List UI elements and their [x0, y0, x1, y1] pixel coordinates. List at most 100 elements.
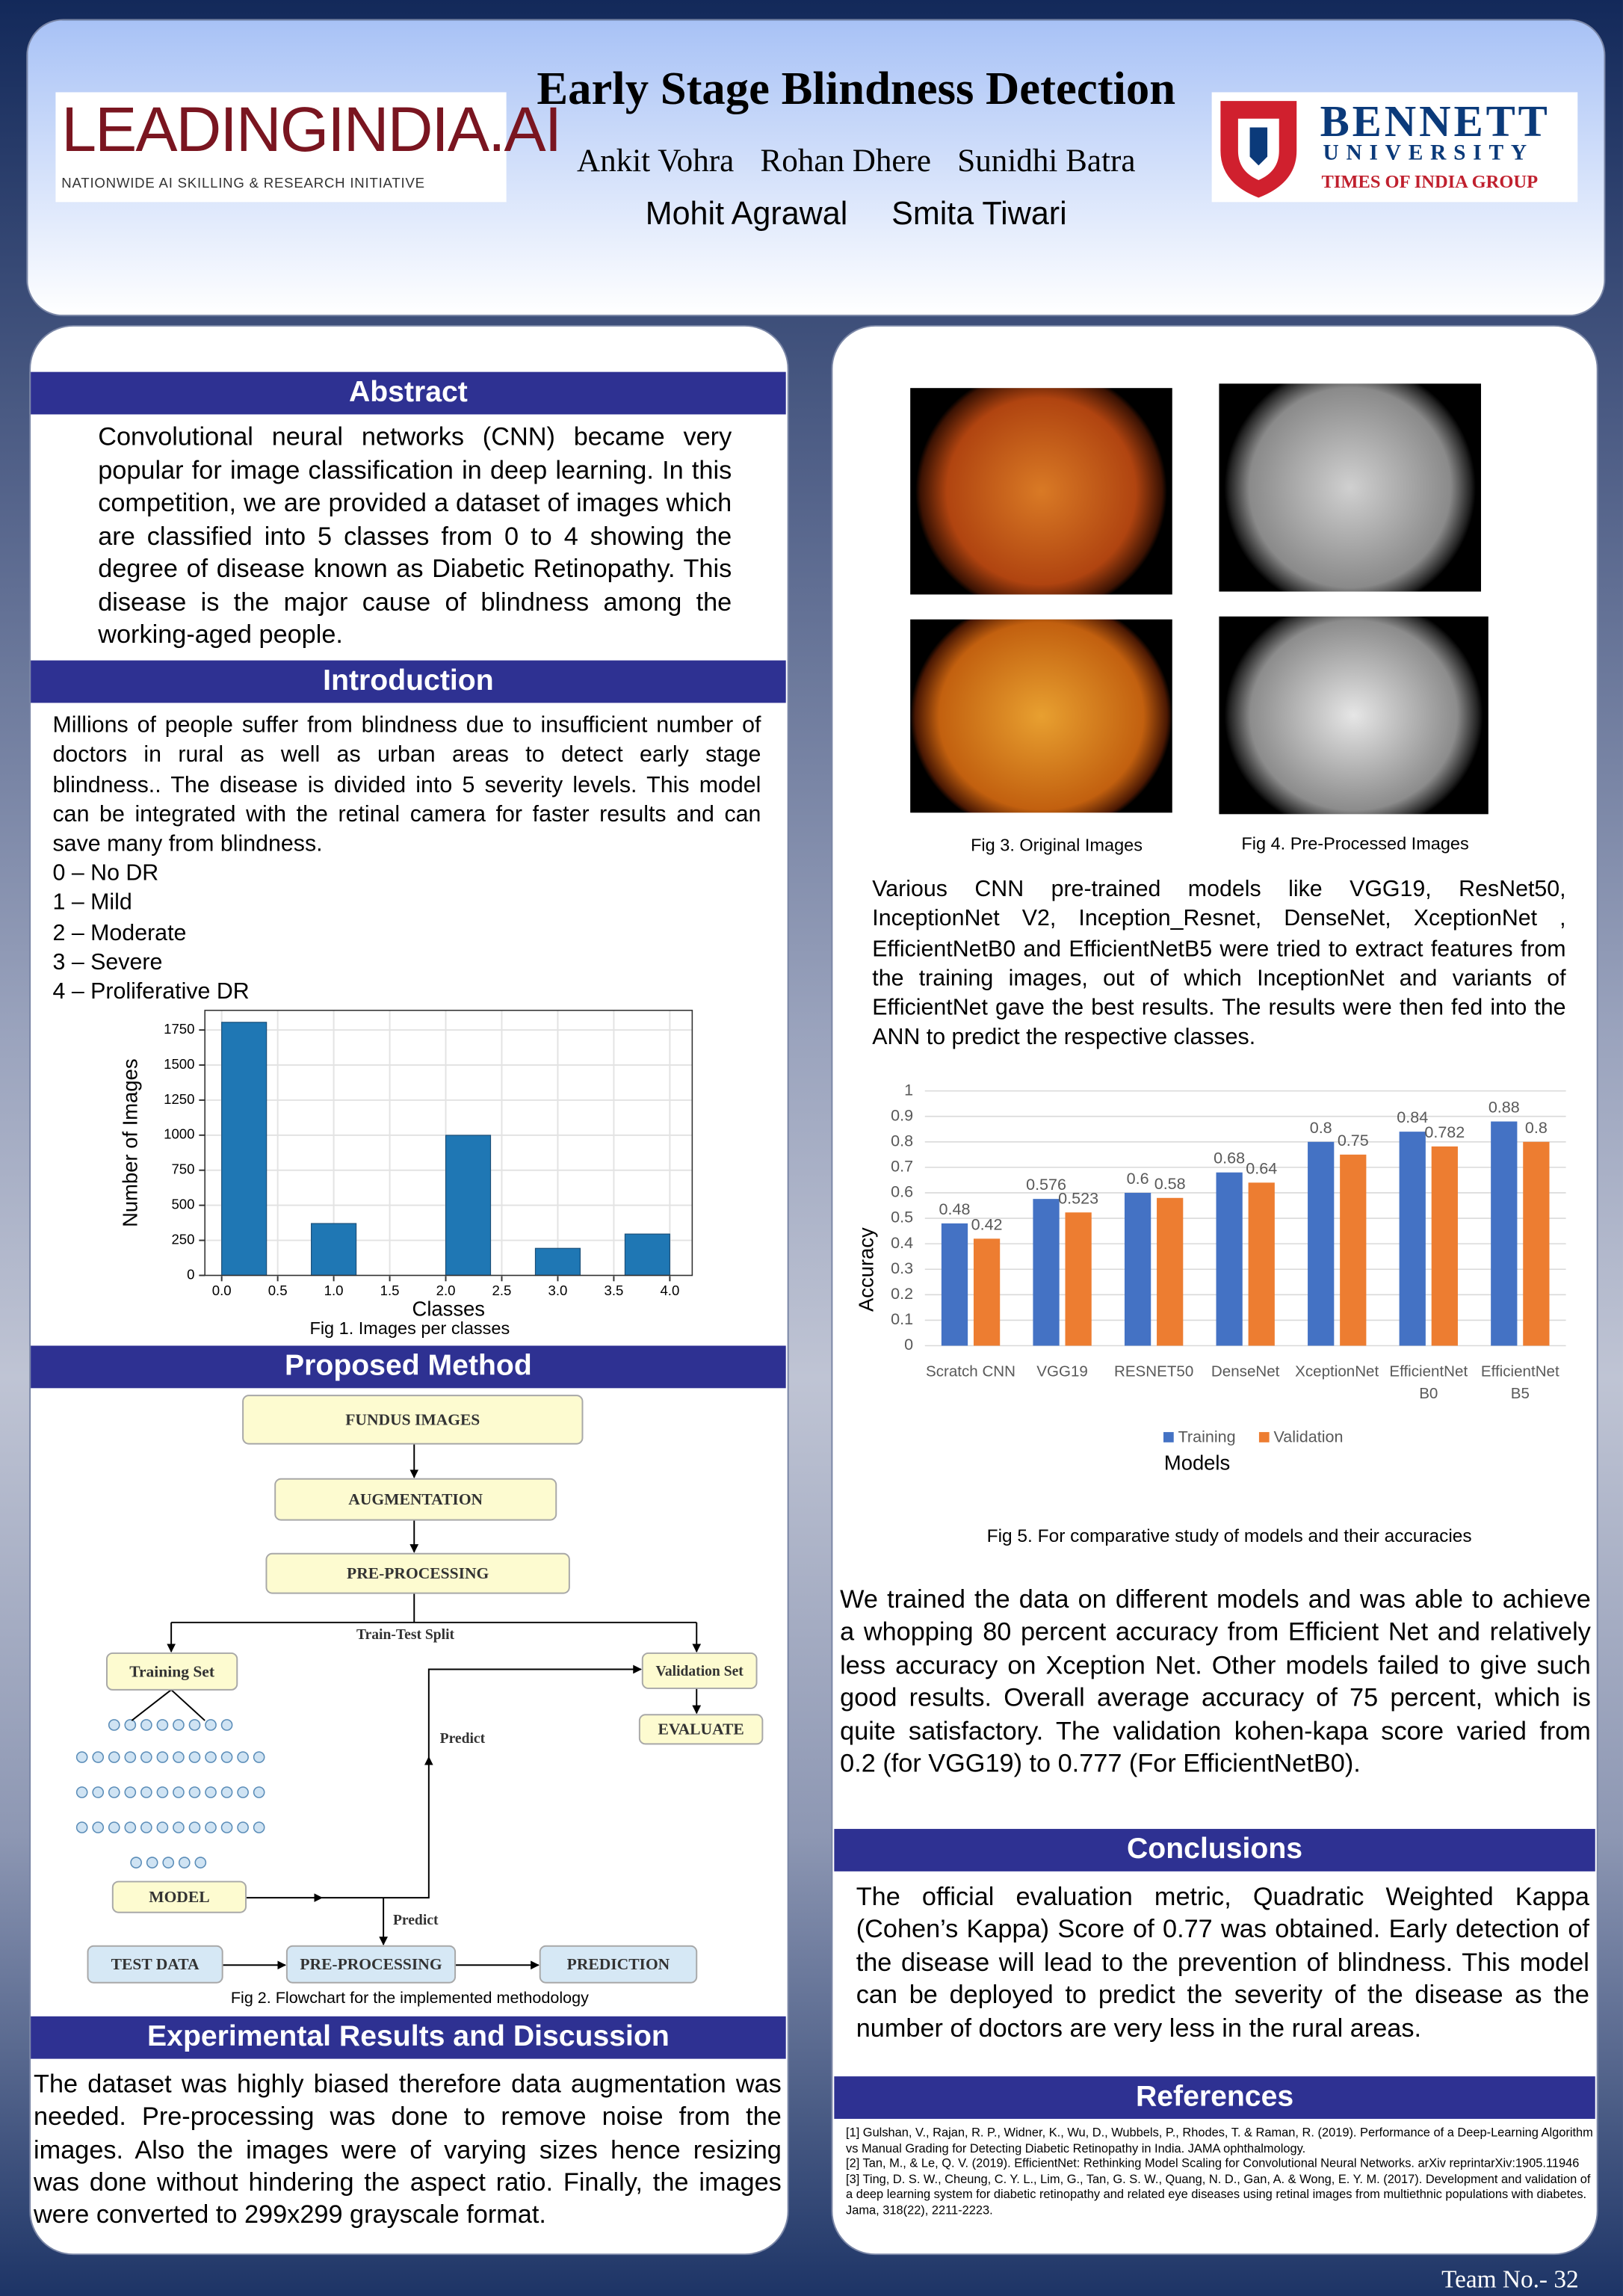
value-label: 0.64: [1246, 1159, 1277, 1177]
network-node: [92, 1751, 105, 1763]
network-node: [205, 1821, 217, 1833]
y-tick-label: 0.4: [891, 1234, 913, 1252]
class-item: 1 – Mild: [52, 890, 132, 916]
authors: Ankit Vohra Rohan Dhere Sunidhi Batra: [483, 142, 1229, 180]
flow-arrow: [170, 1689, 205, 1721]
network-node: [140, 1821, 152, 1833]
caption: Fig 1. Images per classes: [309, 1318, 510, 1339]
x-tick-label: DenseNet: [1211, 1363, 1280, 1381]
class-item: 2 – Moderate: [52, 920, 187, 945]
y-tick-label: 1: [904, 1081, 913, 1099]
y-tick-label: 1750: [164, 1021, 194, 1037]
y-tick-label: 1000: [164, 1126, 194, 1142]
edge-label: Predict: [393, 1913, 439, 1928]
network-node: [220, 1751, 233, 1763]
network-node: [253, 1821, 265, 1833]
y-tick-label: 0.8: [891, 1132, 913, 1149]
bar: [1523, 1141, 1550, 1346]
legend-swatch: [1258, 1432, 1270, 1442]
network-node: [188, 1719, 201, 1731]
network-node: [92, 1821, 105, 1833]
logo-name: LEADINGINDIA.AI: [61, 95, 562, 166]
section-heading: Proposed Method: [31, 1345, 786, 1389]
bar: [534, 1247, 581, 1277]
network-node: [253, 1751, 265, 1763]
reference: [2] Tan, M., & Le, Q. V. (2019). Efficie…: [846, 2155, 1580, 2170]
y-tick-label: 500: [171, 1197, 194, 1212]
network-node: [173, 1786, 185, 1798]
preprocessed-image: [1219, 383, 1482, 592]
logo-left: LEADINGINDIA.AI NATIONWIDE AI SKILLING &…: [55, 92, 562, 203]
value-label: 0.75: [1338, 1132, 1369, 1149]
flow-box: [641, 1652, 758, 1689]
conclusions-text: The official evaluation metric, Quadrati…: [856, 1881, 1589, 2043]
title: Early Stage Blindness Detection: [537, 61, 1176, 114]
value-label: 0.88: [1488, 1099, 1520, 1117]
flow-box: [638, 1714, 764, 1745]
left-panel: [29, 324, 789, 2256]
reference: [3] Ting, D. S. W., Cheung, C. Y. L., Li…: [846, 2170, 1591, 2217]
bar: [1248, 1182, 1275, 1346]
x-tick-label: 2.5: [492, 1283, 512, 1298]
value-label: 0.523: [1058, 1189, 1098, 1207]
network-node: [108, 1751, 120, 1763]
y-tick-label: 0.9: [891, 1106, 913, 1124]
network-node: [124, 1821, 137, 1833]
x-tick-label: 2.0: [436, 1283, 456, 1298]
network-node: [237, 1751, 249, 1763]
logo-group: TIMES OF INDIA GROUP: [1321, 171, 1539, 192]
x-tick-label: RESNET50: [1113, 1363, 1194, 1381]
network-node: [220, 1821, 233, 1833]
bar: [1065, 1212, 1092, 1346]
results-text: We trained the data on different models …: [840, 1584, 1591, 1778]
team-number: Team No.- 32: [1441, 2265, 1579, 2294]
bar: [1124, 1192, 1151, 1346]
y-tick-label: 0.2: [891, 1285, 913, 1303]
x-tick-label: EfficientNet B0: [1389, 1363, 1468, 1403]
class-item: 4 – Proliferative DR: [52, 980, 250, 1005]
flow-node-label: AUGMENTATION: [348, 1490, 483, 1508]
edge-label: Predict: [440, 1731, 486, 1747]
x-tick-label: 0.0: [212, 1283, 232, 1298]
bar: [941, 1223, 968, 1346]
flow-box: [539, 1945, 698, 1984]
caption: Fig 4. Pre-Processed Images: [1241, 833, 1469, 854]
network-node: [173, 1821, 185, 1833]
authors: Mohit Agrawal Smita Tiwari: [483, 195, 1229, 233]
abstract-text: Convolutional neural networks (CNN) beca…: [98, 422, 732, 649]
network-node: [108, 1719, 120, 1731]
network-node: [237, 1821, 249, 1833]
bar: [1157, 1197, 1184, 1346]
network-node: [124, 1719, 137, 1731]
y-axis-label: Accuracy: [855, 1227, 878, 1312]
network-node: [173, 1751, 185, 1763]
value-label: 0.58: [1154, 1175, 1186, 1193]
network-node: [205, 1719, 217, 1731]
bar: [1431, 1146, 1458, 1346]
y-tick-label: 250: [171, 1231, 194, 1247]
flow-node-label: FUNDUS IMAGES: [345, 1410, 480, 1428]
y-tick-label: 0.3: [891, 1259, 913, 1277]
x-axis-label: Models: [1164, 1451, 1230, 1474]
references: [1] Gulshan, V., Rajan, R. P., Widner, K…: [846, 2125, 1598, 2217]
network-node: [130, 1857, 142, 1868]
caption: Fig 5. For comparative study of models a…: [986, 1525, 1472, 1546]
logo-subtitle: UNIVERSITY: [1323, 142, 1534, 166]
value-label: 0.8: [1310, 1119, 1332, 1137]
bar: [624, 1233, 670, 1277]
class-list: 0 – No DR 1 – Mild 2 – Moderate 3 – Severe 4…: [53, 860, 250, 1008]
network-node: [75, 1821, 88, 1833]
author: Mohit Agrawal: [645, 194, 848, 232]
network-node: [75, 1786, 88, 1798]
flow-node-label: Training Set: [129, 1662, 215, 1680]
flow-box: [242, 1395, 584, 1445]
x-tick-label: 3.5: [604, 1283, 623, 1298]
network-node: [220, 1719, 233, 1731]
legend-label: Training: [1178, 1428, 1236, 1446]
bar: [311, 1223, 357, 1277]
y-tick-label: 1250: [164, 1091, 194, 1107]
flow-node-label: EVALUATE: [658, 1721, 744, 1738]
x-tick-label: 3.0: [548, 1283, 568, 1298]
flow-box: [265, 1552, 570, 1594]
